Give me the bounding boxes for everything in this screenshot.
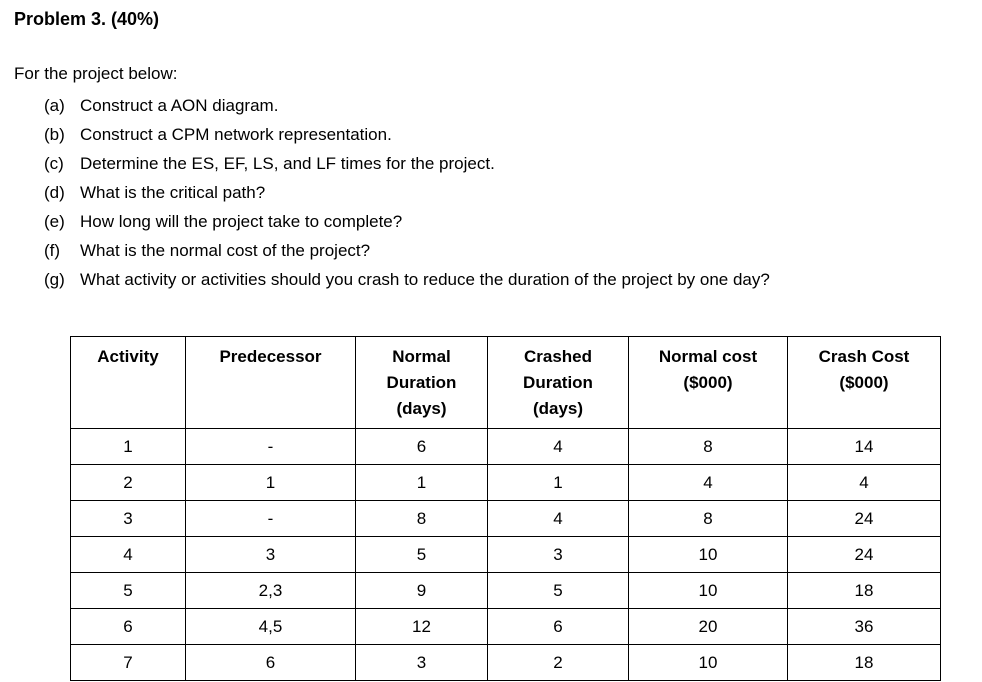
column-header: Crash Cost ($000) bbox=[787, 336, 941, 429]
table-cell: 5 bbox=[355, 536, 488, 573]
column-header: Normal Duration (days) bbox=[355, 336, 488, 429]
table-cell: 6 bbox=[70, 608, 186, 645]
table-cell: 5 bbox=[487, 572, 629, 609]
table-cell: 10 bbox=[628, 644, 788, 681]
table-cell: 1 bbox=[70, 428, 186, 465]
task-text: What activity or activities should you c… bbox=[80, 270, 770, 289]
table-cell: 1 bbox=[185, 464, 356, 501]
table-body: 1-6 4 8 14 2 1 1 1 4 4 3-8 4 8 24 4 3 5 3 10 24 5 2,3 9 5 10 18 6 4… bbox=[70, 428, 941, 681]
task-label: (f) bbox=[44, 241, 61, 260]
table-cell: 14 bbox=[787, 428, 941, 465]
table-cell: 4,5 bbox=[185, 608, 356, 645]
table-cell: 24 bbox=[787, 500, 941, 537]
table-cell: 6 bbox=[355, 428, 488, 465]
task-label: (d) bbox=[44, 183, 65, 202]
table-row: 6 4,5 12 6 20 36 bbox=[70, 608, 941, 645]
table-cell: 4 bbox=[70, 536, 186, 573]
table-cell: - bbox=[185, 428, 356, 465]
table-cell: 18 bbox=[787, 644, 941, 681]
table-cell: 1 bbox=[487, 464, 629, 501]
table-cell: 3 bbox=[70, 500, 186, 537]
task-item: (d) What is the critical path? bbox=[44, 178, 968, 207]
task-label: (b) bbox=[44, 125, 65, 144]
task-text: Construct a AON diagram. bbox=[80, 96, 279, 115]
table-cell: 36 bbox=[787, 608, 941, 645]
activity-table: Activity Predecessor Normal Duration (days… bbox=[70, 336, 941, 681]
table-row: 3-8 4 8 24 bbox=[70, 500, 941, 537]
task-item: (a) Construct a AON diagram. bbox=[44, 91, 968, 120]
task-label: (a) bbox=[44, 96, 65, 115]
table-cell: 6 bbox=[185, 644, 356, 681]
table-cell: 2,3 bbox=[185, 572, 356, 609]
table-cell: 6 bbox=[487, 608, 629, 645]
table-cell: 4 bbox=[487, 500, 629, 537]
table-cell: 1 bbox=[355, 464, 488, 501]
task-text: What is the critical path? bbox=[80, 183, 266, 202]
column-header: Predecessor bbox=[185, 336, 356, 429]
intro-text: For the project below: bbox=[14, 64, 178, 83]
table-row: 1-6 4 8 14 bbox=[70, 428, 941, 465]
table-cell: - bbox=[185, 500, 356, 537]
table-row: 5 2,3 9 5 10 18 bbox=[70, 572, 941, 609]
column-header: Crashed Duration (days) bbox=[487, 336, 629, 429]
task-list: (a) Construct a AON diagram. (b) Constru… bbox=[44, 91, 968, 294]
task-item: (c) Determine the ES, EF, LS, and LF tim… bbox=[44, 149, 968, 178]
table-cell: 4 bbox=[787, 464, 941, 501]
table-cell: 4 bbox=[628, 464, 788, 501]
table-row: 7 6 3 2 10 18 bbox=[70, 644, 941, 681]
table-cell: 3 bbox=[355, 644, 488, 681]
table-cell: 4 bbox=[487, 428, 629, 465]
task-label: (e) bbox=[44, 212, 65, 231]
task-text: Determine the ES, EF, LS, and LF times f… bbox=[80, 154, 495, 173]
task-text: What is the normal cost of the project? bbox=[80, 241, 371, 260]
table-cell: 2 bbox=[70, 464, 186, 501]
table-cell: 7 bbox=[70, 644, 186, 681]
task-text: How long will the project take to comple… bbox=[80, 212, 403, 231]
table-cell: 20 bbox=[628, 608, 788, 645]
table-cell: 24 bbox=[787, 536, 941, 573]
table-cell: 8 bbox=[628, 500, 788, 537]
table-cell: 18 bbox=[787, 572, 941, 609]
table-cell: 3 bbox=[185, 536, 356, 573]
column-header: Activity bbox=[70, 336, 186, 429]
task-item: (e) How long will the project take to co… bbox=[44, 207, 968, 236]
problem-title: Problem 3. (40%) bbox=[14, 9, 160, 29]
table-header-row: Activity Predecessor Normal Duration (days… bbox=[70, 336, 941, 429]
table-cell: 5 bbox=[70, 572, 186, 609]
table-cell: 10 bbox=[628, 536, 788, 573]
table-cell: 12 bbox=[355, 608, 488, 645]
task-item: (b) Construct a CPM network representati… bbox=[44, 120, 968, 149]
column-header: Normal cost ($000) bbox=[628, 336, 788, 429]
table-head: Activity Predecessor Normal Duration (days… bbox=[70, 336, 941, 429]
table-cell: 8 bbox=[355, 500, 488, 537]
task-item: (f) What is the normal cost of the proje… bbox=[44, 236, 968, 265]
task-label: (g) bbox=[44, 270, 65, 289]
table-cell: 3 bbox=[487, 536, 629, 573]
table-cell: 9 bbox=[355, 572, 488, 609]
table-cell: 2 bbox=[487, 644, 629, 681]
table-cell: 10 bbox=[628, 572, 788, 609]
table-row: 4 3 5 3 10 24 bbox=[70, 536, 941, 573]
task-text: Construct a CPM network representation. bbox=[80, 125, 392, 144]
task-item: (g) What activity or activities should y… bbox=[44, 265, 968, 294]
task-label: (c) bbox=[44, 154, 64, 173]
table-cell: 8 bbox=[628, 428, 788, 465]
